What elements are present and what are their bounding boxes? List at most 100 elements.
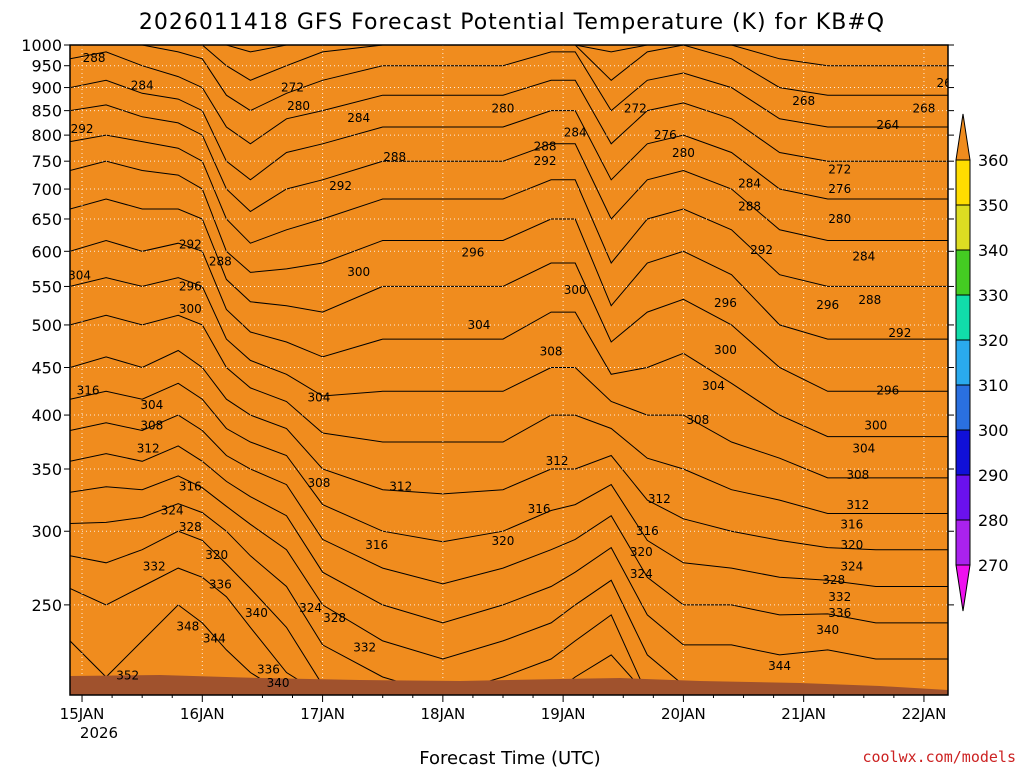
plot-area: 3523483443403403363363323323283243203163… (68, 45, 960, 695)
contour-label: 308 (540, 345, 563, 359)
contour-label: 280 (287, 99, 310, 113)
contour-label: 296 (876, 384, 899, 398)
contour-label: 296 (461, 246, 484, 260)
contour-label: 292 (888, 326, 911, 340)
y-tick-label: 700 (31, 180, 62, 199)
contour-label: 308 (140, 418, 163, 432)
colorbar-tick-label: 320 (978, 331, 1009, 350)
contour-label: 268 (792, 94, 815, 108)
contour-308 (70, 239, 948, 438)
contour-label: 292 (329, 179, 352, 193)
contour-288 (70, 79, 948, 200)
contour-label: 316 (528, 502, 551, 516)
colorbar-top-triangle (955, 113, 971, 161)
contour-label: 332 (143, 559, 166, 573)
contour-label: 264 (937, 76, 960, 90)
y-tick-label: 750 (31, 152, 62, 171)
contour-label: 300 (864, 418, 887, 432)
contour-label: 272 (281, 81, 304, 95)
contour-label: 308 (846, 468, 869, 482)
contour-label: 272 (624, 101, 647, 115)
contour-label: 280 (672, 146, 695, 160)
y-tick-label: 950 (31, 57, 62, 76)
chart-title: 2026011418 GFS Forecast Potential Temper… (139, 10, 885, 35)
contour-label: 284 (564, 126, 587, 140)
contour-328 (70, 414, 948, 624)
x-axis-title: Forecast Time (UTC) (419, 748, 600, 768)
contour-label: 348 (176, 619, 199, 633)
x-tick-label: 22JAN (902, 705, 947, 723)
contour-label: 324 (630, 567, 653, 581)
contour-label: 320 (840, 538, 863, 552)
contour-label: 344 (203, 632, 226, 646)
x-year-label: 2026 (80, 724, 118, 742)
contour-348 (70, 567, 948, 695)
contour-276 (70, 45, 948, 96)
contour-label: 264 (876, 118, 899, 132)
theta-band-360 (70, 45, 948, 695)
contour-label: 296 (816, 298, 839, 312)
x-axis: 15JAN 16JAN 17JAN 18JAN 19JAN 20JAN 21JAN 22JAN (60, 695, 947, 723)
y-tick-label: 650 (31, 210, 62, 229)
contour-label: 308 (686, 413, 709, 427)
contour-label: 304 (467, 318, 490, 332)
contour-label: 320 (630, 545, 653, 559)
y-tick-label: 850 (31, 102, 62, 121)
contour-352 (70, 604, 948, 695)
contour-272 (70, 45, 948, 67)
colorbar-tick-label: 290 (978, 466, 1009, 485)
colorbar-segment (955, 249, 971, 296)
contour-label: 316 (365, 538, 388, 552)
contour-label: 276 (828, 182, 851, 196)
contour-label: 312 (546, 454, 569, 468)
contour-label: 288 (383, 150, 406, 164)
credit-text: coolwx.com/models (862, 748, 1016, 766)
contour-label: 332 (828, 590, 851, 604)
contour-label: 280 (492, 101, 515, 115)
contour-label: 312 (137, 442, 160, 456)
colorbar-segment (955, 384, 971, 431)
contour-labels: 3523483443403403363363323323283243203163… (68, 51, 960, 690)
colorbar-tick-label: 270 (978, 556, 1009, 575)
contour-label: 272 (828, 162, 851, 176)
contour-label: 300 (347, 265, 370, 279)
contour-label: 284 (131, 78, 154, 92)
y-tick-label: 500 (31, 316, 62, 335)
colorbar-tick-label: 280 (978, 511, 1009, 530)
contour-340 (70, 503, 948, 695)
plot-frame (69, 44, 949, 696)
y-tick-label: 550 (31, 277, 62, 296)
colorbar-tick-label: 350 (978, 196, 1009, 215)
contour-label: 328 (179, 520, 202, 534)
contour-label: 312 (648, 492, 671, 506)
contour-316 (70, 314, 948, 514)
colorbar-segment (955, 204, 971, 251)
contour-label: 316 (179, 480, 202, 494)
y-tick-label: 1000 (21, 36, 62, 55)
y-tick-label: 250 (31, 596, 62, 615)
contour-label: 304 (68, 269, 91, 283)
contour-label: 288 (83, 51, 106, 65)
contour-label: 332 (353, 640, 376, 654)
contour-label: 284 (852, 250, 875, 264)
contour-label: 344 (768, 659, 791, 673)
x-tick-label: 21JAN (781, 705, 826, 723)
contour-label: 296 (179, 279, 202, 293)
contour-label: 304 (308, 390, 331, 404)
contour-label: 316 (840, 518, 863, 532)
contour-344 (70, 530, 948, 695)
contour-label: 316 (77, 384, 100, 398)
contour-label: 276 (654, 128, 677, 142)
contour-label: 352 (116, 668, 139, 682)
gridlines (70, 45, 948, 695)
y-tick-label: 600 (31, 242, 62, 261)
colorbar: 270 280 290 300 310 320 330 340 350 360 (955, 113, 1009, 612)
contour-label: 296 (714, 296, 737, 310)
contour-label: 312 (389, 480, 412, 494)
y-tick-label: 900 (31, 79, 62, 98)
contour-284 (70, 51, 948, 162)
contour-300 (70, 160, 948, 340)
contour-label: 328 (822, 573, 845, 587)
contour-label: 292 (71, 122, 94, 136)
